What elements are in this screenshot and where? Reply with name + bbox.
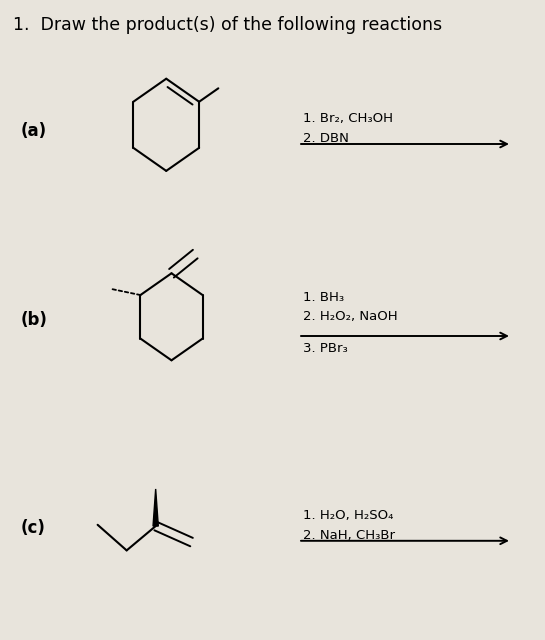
Polygon shape	[153, 489, 158, 526]
Text: 2. DBN: 2. DBN	[304, 132, 349, 145]
Text: 1.  Draw the product(s) of the following reactions: 1. Draw the product(s) of the following …	[13, 16, 443, 34]
Text: 1. BH₃: 1. BH₃	[304, 291, 344, 304]
Text: 1. Br₂, CH₃OH: 1. Br₂, CH₃OH	[304, 112, 393, 125]
Text: (c): (c)	[21, 519, 46, 537]
Text: (a): (a)	[21, 122, 47, 140]
Text: (b): (b)	[21, 311, 48, 329]
Text: 2. H₂O₂, NaOH: 2. H₂O₂, NaOH	[304, 310, 398, 323]
Text: 2. NaH, CH₃Br: 2. NaH, CH₃Br	[304, 529, 396, 542]
Text: 3. PBr₃: 3. PBr₃	[304, 342, 348, 355]
Text: 1. H₂O, H₂SO₄: 1. H₂O, H₂SO₄	[304, 509, 394, 522]
